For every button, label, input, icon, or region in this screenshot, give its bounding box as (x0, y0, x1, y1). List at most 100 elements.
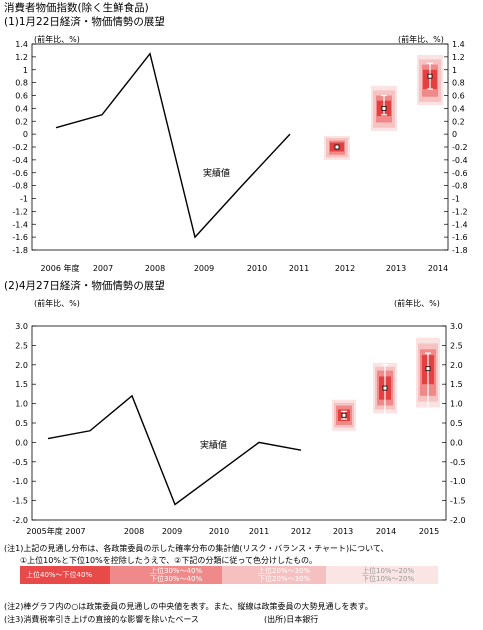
y-tick-label-left: -1.0 (12, 477, 28, 486)
y-tick-label-left: 0.5 (15, 419, 28, 428)
chart1-unit-right: (前年比、%) (398, 35, 444, 44)
y-tick-label-left: 1.2 (15, 53, 28, 62)
y-tick-label-right: -1.6 (452, 233, 468, 242)
legend-label-40: 上位40%～下位40% (26, 571, 93, 579)
y-tick-label-left: -2.0 (12, 516, 28, 525)
y-tick-label-left: 0 (23, 130, 28, 139)
y-tick-label-right: -0.8 (452, 182, 468, 191)
x-tick-label: 2009 (194, 264, 214, 273)
chart2-title: (2)4月27日経済・物価情勢の展望 (4, 280, 165, 292)
y-tick-label-left: 2.5 (15, 341, 28, 350)
y-tick-label-left: -1.2 (12, 207, 28, 216)
actual-label: 実績値 (203, 167, 230, 179)
y-tick-label-left: 0.2 (15, 117, 28, 126)
legend-swatch-30: 上位30%～40% 下位30%～40% (110, 566, 222, 584)
footnote-1-line2: ①上位10%と下位10%を控除したうえで、②下記の分類に従って色分けしたもの。 (20, 556, 317, 565)
median-marker (381, 105, 387, 111)
y-tick-label-right: 1.0 (450, 400, 463, 409)
y-tick-label-right: 0.8 (452, 79, 465, 88)
y-tick-label-left: 1.4 (15, 40, 28, 49)
x-tick-label: 2010 (247, 264, 267, 273)
y-tick-label-left: 0.6 (15, 92, 28, 101)
chart2-svg: 3.0 3.0 2.5 2.5 2.0 2.0 1.5 1.5 1.0 1.0 0.5 0.5 0.0 0… (12, 322, 466, 536)
x-tick-label: 2012 (291, 527, 311, 536)
y-tick-label-right: -1 (452, 195, 460, 204)
y-tick-label-right: -0.4 (452, 156, 468, 165)
y-tick-label-right: 1.5 (450, 380, 463, 389)
legend-label-30-lower: 下位30%～40% (150, 575, 203, 583)
y-tick-label-right: -1.0 (450, 477, 466, 486)
y-tick-label-right: 1.4 (452, 40, 465, 49)
x-tick-label: 2011 (289, 264, 309, 273)
y-tick-label-left: -0.6 (12, 169, 28, 178)
x-tick-label: 2005年度 2007 (26, 526, 85, 536)
y-tick-label-right: -1.2 (452, 207, 468, 216)
figure-heading: 消費者物価指数(除く生鮮食品) (4, 2, 149, 14)
y-tick-label-left: -0.2 (12, 143, 28, 152)
y-tick-label-left: -1.6 (12, 233, 28, 242)
y-tick-label-left: 1.5 (15, 380, 28, 389)
y-tick-label-left: -1.8 (12, 246, 28, 255)
y-tick-label-right: -2.0 (450, 516, 466, 525)
y-tick-label-left: -0.5 (12, 458, 28, 467)
legend-label-20-lower: 下位20%～30% (258, 575, 311, 583)
actual-label: 実績値 (200, 439, 227, 451)
y-tick-label-right: -1.4 (452, 220, 468, 229)
actual-series-line (47, 394, 302, 506)
y-tick-label-right: 2.0 (450, 361, 463, 370)
y-tick-label-right: 2.5 (450, 341, 463, 350)
chart1-title: (1)1月22日経済・物価情勢の展望 (4, 16, 165, 28)
y-tick-label-right: 1.2 (452, 53, 465, 62)
y-tick-label-left: 0.0 (15, 438, 28, 447)
legend-swatch-40: 上位40%～下位40% (20, 566, 110, 584)
y-tick-label-left: 1.0 (15, 400, 28, 409)
x-tick-label: 2014 (428, 264, 448, 273)
y-tick-label-right: 0.2 (452, 117, 465, 126)
median-marker (427, 73, 433, 79)
median-marker (341, 412, 347, 418)
x-tick-label: 2010 (209, 527, 229, 536)
x-tick-label: 2014 (376, 527, 396, 536)
x-tick-label: 2008 (124, 527, 144, 536)
plot-frame (31, 325, 447, 521)
footnote-3: (注3)消費税率引き上げの直接的な影響を除いたベース (4, 615, 199, 624)
x-tick-label: 2012 (335, 264, 355, 273)
x-tick-label: 2007 (93, 264, 113, 273)
chart1-svg: 1.4 1.4 1.2 1.2 1 1 0.8 0.8 0.6 0.6 0.4 0.4 0.2 0.2 0 0… (12, 40, 468, 273)
y-tick-label-right: -1.5 (450, 497, 466, 506)
footnote-1-line1: (注1)上記の見通し分布は、各政策委員の示した確率分布の集計値(リスク・バランス… (4, 544, 389, 553)
y-tick-label-right: -0.6 (452, 169, 468, 178)
y-tick-label-left: -1 (20, 195, 28, 204)
x-tick-label: 2006 年度 (41, 263, 80, 273)
y-tick-label-right: 0 (452, 130, 457, 139)
x-tick-label: 2009 (162, 527, 182, 536)
legend-swatch-10: 上位10%～20% 下位10%～20% (326, 566, 438, 584)
x-tick-label: 2013 (386, 264, 406, 273)
x-tick-label: 2015 (419, 527, 439, 536)
median-marker (382, 385, 388, 391)
median-marker (334, 144, 340, 150)
actual-series-line (55, 52, 291, 239)
y-tick-label-left: -1.4 (12, 220, 28, 229)
legend-label-10-lower: 下位10%～20% (362, 575, 415, 583)
y-tick-label-left: 2.0 (15, 361, 28, 370)
x-tick-label: 2013 (333, 527, 353, 536)
chart2-unit-right: (前年比、%) (394, 299, 440, 308)
legend-label-20-upper: 上位20%～30% (258, 567, 311, 575)
legend-label-30-upper: 上位30%～40% (150, 567, 203, 575)
y-tick-label-left: 0.4 (15, 104, 28, 113)
y-tick-label-right: -1.8 (452, 246, 468, 255)
legend-label-10-upper: 上位10%～20% (362, 567, 415, 575)
source-note: (出所)日本銀行 (264, 615, 319, 624)
y-tick-label-right: 0.4 (452, 104, 465, 113)
y-tick-label-left: 0.8 (15, 79, 28, 88)
x-tick-label: 2011 (249, 527, 269, 536)
y-tick-label-left: -1.5 (12, 497, 28, 506)
chart2-unit-left: (前年比、%) (34, 299, 80, 308)
y-tick-label-right: -0.2 (452, 143, 468, 152)
median-marker (425, 366, 431, 372)
y-tick-label-left: 3.0 (15, 322, 28, 331)
x-tick-label: 2008 (145, 264, 165, 273)
y-tick-label-right: 0.5 (450, 419, 463, 428)
y-tick-label-right: 1 (452, 66, 457, 75)
